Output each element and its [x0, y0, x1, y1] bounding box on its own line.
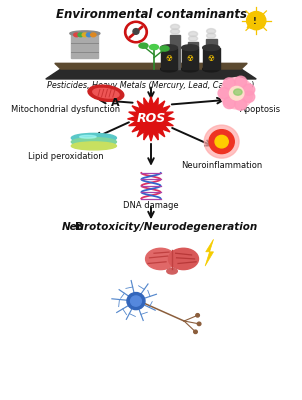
Ellipse shape: [207, 28, 216, 34]
Ellipse shape: [70, 31, 100, 36]
Text: B: B: [75, 222, 83, 232]
Ellipse shape: [93, 88, 119, 98]
Ellipse shape: [161, 66, 178, 72]
Polygon shape: [247, 15, 262, 28]
Ellipse shape: [182, 66, 198, 72]
Circle shape: [130, 296, 141, 306]
Circle shape: [127, 24, 145, 40]
Bar: [161, 48, 178, 69]
Text: Neuroinflammation: Neuroinflammation: [181, 161, 262, 170]
Ellipse shape: [146, 248, 176, 270]
Ellipse shape: [149, 44, 159, 50]
Ellipse shape: [171, 29, 180, 34]
Ellipse shape: [86, 33, 92, 37]
Ellipse shape: [161, 45, 178, 50]
Polygon shape: [46, 69, 256, 79]
Ellipse shape: [234, 89, 242, 95]
Text: Neurotoxicity/Neurodegeneration: Neurotoxicity/Neurodegeneration: [62, 222, 258, 232]
Ellipse shape: [71, 133, 117, 142]
Ellipse shape: [80, 135, 96, 138]
Ellipse shape: [169, 248, 198, 270]
Ellipse shape: [171, 24, 180, 30]
Polygon shape: [205, 239, 214, 266]
Circle shape: [230, 86, 244, 100]
Text: A: A: [111, 98, 119, 108]
Text: Pesticides, Heavy Metals (Mercury, Lead, Cadmium): Pesticides, Heavy Metals (Mercury, Lead,…: [47, 81, 255, 90]
Text: Lipid peroxidation: Lipid peroxidation: [27, 152, 103, 161]
Text: !: !: [253, 17, 257, 26]
Circle shape: [209, 130, 234, 154]
Circle shape: [223, 97, 235, 109]
Text: ☢: ☢: [165, 54, 172, 63]
Circle shape: [243, 91, 255, 102]
Bar: [170, 35, 181, 69]
Ellipse shape: [182, 45, 198, 50]
Text: Apoptosis: Apoptosis: [240, 105, 281, 114]
Circle shape: [223, 78, 235, 89]
Circle shape: [215, 135, 228, 148]
Circle shape: [235, 99, 247, 110]
Polygon shape: [55, 63, 247, 69]
Bar: [203, 48, 220, 69]
Circle shape: [204, 125, 239, 158]
Ellipse shape: [203, 66, 220, 72]
Ellipse shape: [71, 138, 117, 146]
Ellipse shape: [188, 32, 198, 36]
Ellipse shape: [160, 46, 169, 51]
Circle shape: [197, 322, 201, 326]
Circle shape: [218, 88, 230, 99]
Text: ROS: ROS: [137, 112, 165, 125]
Text: Environmental contaminants: Environmental contaminants: [56, 8, 246, 21]
Ellipse shape: [74, 33, 79, 37]
Circle shape: [133, 28, 139, 34]
Text: ☢: ☢: [187, 54, 194, 63]
Bar: [188, 42, 198, 69]
Ellipse shape: [139, 43, 148, 48]
Circle shape: [196, 314, 199, 317]
Ellipse shape: [88, 85, 124, 101]
Bar: [71, 34, 98, 58]
Circle shape: [220, 78, 253, 109]
Circle shape: [194, 330, 197, 334]
Text: ☢: ☢: [208, 54, 214, 63]
Ellipse shape: [203, 45, 220, 50]
Circle shape: [124, 21, 147, 43]
Ellipse shape: [91, 33, 96, 37]
Circle shape: [235, 76, 247, 88]
Text: DNA damage: DNA damage: [123, 202, 179, 210]
Text: Mitochondrial dysfunction: Mitochondrial dysfunction: [11, 105, 120, 114]
Circle shape: [127, 292, 145, 310]
Circle shape: [243, 84, 255, 95]
Bar: [182, 48, 198, 69]
Ellipse shape: [82, 33, 88, 37]
Ellipse shape: [207, 33, 216, 38]
Ellipse shape: [71, 142, 117, 150]
Polygon shape: [127, 97, 175, 141]
Ellipse shape: [188, 36, 198, 41]
Circle shape: [247, 12, 266, 30]
Ellipse shape: [167, 268, 177, 274]
Bar: [206, 39, 217, 69]
Ellipse shape: [78, 33, 83, 37]
